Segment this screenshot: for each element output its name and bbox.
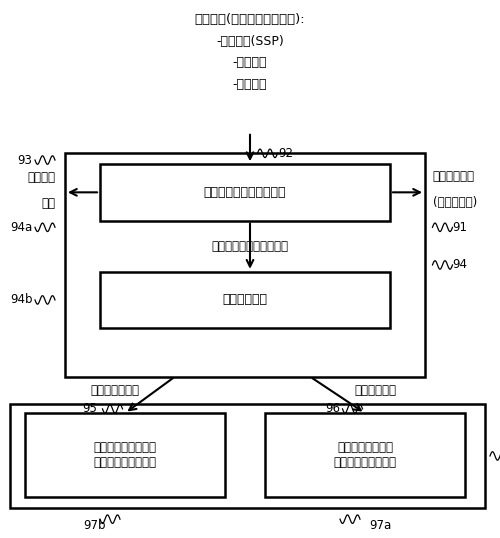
Text: 环境特性(现有知识或估计的):: 环境特性(现有知识或估计的):	[194, 13, 306, 26]
Text: 声音传播: 声音传播	[27, 171, 55, 184]
Bar	[65, 153, 425, 377]
Bar	[265, 413, 465, 497]
Text: 通过网络几何形状
的改变优化声学性能: 通过网络几何形状 的改变优化声学性能	[334, 441, 396, 469]
Text: 95: 95	[82, 402, 98, 415]
Bar	[100, 272, 390, 328]
Bar	[10, 404, 485, 508]
Text: 91: 91	[452, 221, 468, 234]
Text: 97a: 97a	[369, 519, 391, 532]
Text: 节点上模拟的接收的信号: 节点上模拟的接收的信号	[212, 239, 288, 253]
Text: 节点几何形状: 节点几何形状	[432, 169, 474, 183]
Text: 94: 94	[452, 258, 468, 272]
Text: 地震勘探过程中: 地震勘探过程中	[90, 384, 140, 397]
Text: 通过自由度调整补偿
可能较差的声学性能: 通过自由度调整补偿 可能较差的声学性能	[94, 441, 156, 469]
Text: -海深特征: -海深特征	[233, 56, 267, 69]
Text: 声学性能估计: 声学性能估计	[222, 293, 268, 307]
Text: (距离，深度): (距离，深度)	[432, 195, 477, 209]
Text: 96: 96	[325, 402, 340, 415]
Text: 94b: 94b	[10, 293, 32, 307]
Text: 94a: 94a	[10, 221, 32, 234]
Text: 对于几个节点对估计传播: 对于几个节点对估计传播	[204, 186, 286, 199]
Text: 模型: 模型	[41, 196, 55, 210]
Text: 92: 92	[278, 147, 293, 160]
Text: -声速剂面(SSP): -声速剂面(SSP)	[216, 35, 284, 48]
Bar	[25, 413, 225, 497]
Text: -浅底特性: -浅底特性	[233, 78, 267, 91]
Text: 地震勘探之前: 地震勘探之前	[354, 384, 396, 397]
Text: 97b: 97b	[84, 519, 106, 532]
Text: 93: 93	[18, 153, 32, 167]
Bar	[100, 164, 390, 221]
